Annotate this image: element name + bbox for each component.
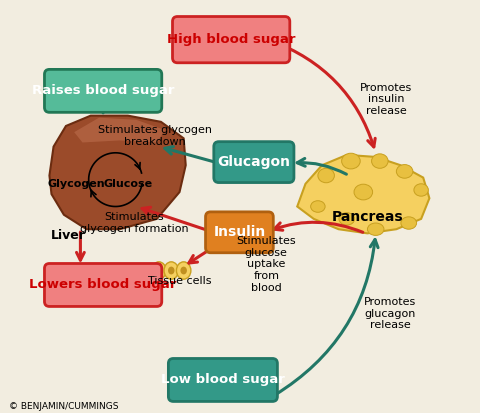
Text: Stimulates
glucose
uptake
from
blood: Stimulates glucose uptake from blood bbox=[237, 236, 296, 292]
Text: Raises blood sugar: Raises blood sugar bbox=[32, 84, 174, 97]
Ellipse shape bbox=[311, 201, 325, 212]
Text: Glucose: Glucose bbox=[103, 179, 153, 189]
Text: Glucagon: Glucagon bbox=[217, 155, 290, 169]
FancyBboxPatch shape bbox=[172, 17, 290, 63]
Ellipse shape bbox=[401, 217, 417, 229]
Ellipse shape bbox=[168, 267, 175, 274]
FancyBboxPatch shape bbox=[205, 212, 273, 253]
Text: Glycogen: Glycogen bbox=[48, 179, 105, 189]
Text: Stimulates
glycogen formation: Stimulates glycogen formation bbox=[80, 212, 189, 234]
Text: Stimulates glycogen
breakdown: Stimulates glycogen breakdown bbox=[98, 126, 212, 147]
FancyBboxPatch shape bbox=[45, 263, 162, 306]
Ellipse shape bbox=[156, 267, 162, 274]
Ellipse shape bbox=[342, 153, 360, 169]
Ellipse shape bbox=[396, 164, 413, 178]
Text: Tissue cells: Tissue cells bbox=[148, 276, 211, 286]
Polygon shape bbox=[297, 155, 430, 233]
Text: Promotes
insulin
release: Promotes insulin release bbox=[360, 83, 412, 116]
Text: Liver: Liver bbox=[50, 229, 85, 242]
FancyBboxPatch shape bbox=[214, 142, 294, 183]
Ellipse shape bbox=[372, 154, 388, 169]
FancyBboxPatch shape bbox=[168, 358, 277, 401]
Ellipse shape bbox=[414, 184, 428, 196]
Ellipse shape bbox=[180, 267, 187, 274]
Ellipse shape bbox=[339, 213, 355, 225]
Polygon shape bbox=[74, 118, 165, 142]
Ellipse shape bbox=[152, 262, 166, 279]
Ellipse shape bbox=[164, 262, 179, 279]
Text: Pancreas: Pancreas bbox=[332, 210, 403, 224]
Ellipse shape bbox=[354, 184, 372, 200]
Text: High blood sugar: High blood sugar bbox=[167, 33, 295, 46]
Text: Insulin: Insulin bbox=[213, 225, 265, 239]
Text: Lowers blood sugar: Lowers blood sugar bbox=[29, 278, 177, 292]
FancyBboxPatch shape bbox=[45, 69, 162, 112]
Polygon shape bbox=[49, 116, 186, 229]
Ellipse shape bbox=[318, 169, 335, 183]
Ellipse shape bbox=[177, 262, 191, 279]
Text: Promotes
glucagon
release: Promotes glucagon release bbox=[364, 297, 416, 330]
Text: Low blood sugar: Low blood sugar bbox=[161, 373, 285, 387]
Ellipse shape bbox=[368, 223, 384, 235]
Text: © BENJAMIN/CUMMINGS: © BENJAMIN/CUMMINGS bbox=[9, 402, 119, 411]
